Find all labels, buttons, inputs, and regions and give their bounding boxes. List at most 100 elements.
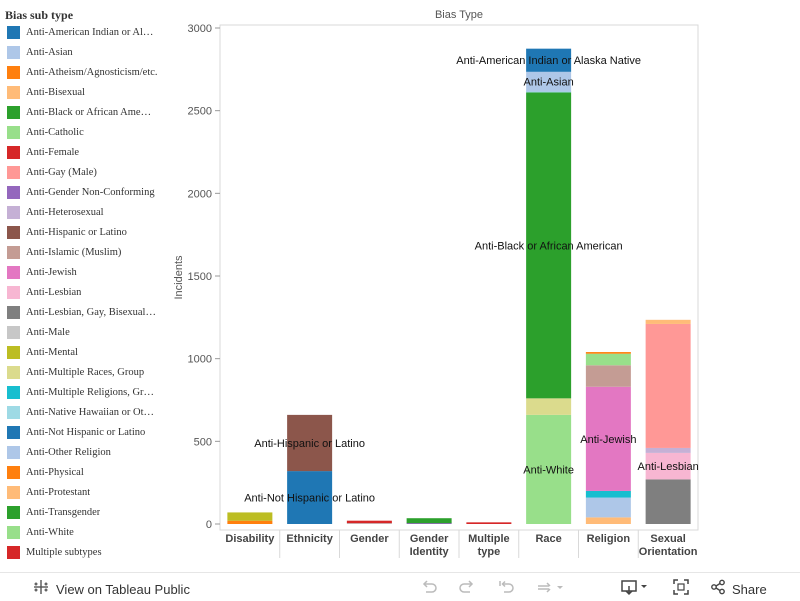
bar-segment (585, 365, 631, 387)
bar-segment (585, 386, 631, 491)
bar-segment (526, 90, 572, 93)
legend-item[interactable]: Anti-Lesbian, Gay, Bisexual… (0, 302, 165, 322)
legend-item[interactable]: Anti-Asian (0, 42, 165, 62)
legend-item[interactable]: Anti-Heterosexual (0, 202, 165, 222)
tableau-logo-icon (33, 579, 49, 599)
legend-swatch (7, 545, 20, 559)
y-tick-label: 0 (206, 519, 212, 531)
legend-swatch (7, 125, 20, 139)
legend-swatch (7, 85, 20, 99)
bar-segment (585, 490, 631, 498)
bar-segment (526, 414, 572, 524)
legend-item[interactable]: Anti-Multiple Races, Group (0, 362, 165, 382)
share-label: Share (732, 581, 767, 597)
share-button[interactable]: Share (710, 579, 767, 599)
bar-segment-label: Anti-Asian (524, 77, 574, 89)
legend-item[interactable]: Anti-Lesbian (0, 282, 165, 302)
bar-segment (526, 398, 572, 415)
legend-swatch (7, 265, 20, 279)
download-icon[interactable] (620, 578, 652, 601)
legend-item[interactable]: Anti-Female (0, 142, 165, 162)
legend-item[interactable]: Anti-Transgender (0, 502, 165, 522)
legend-item[interactable]: Anti-American Indian or Al… (0, 22, 165, 42)
bar-segment (585, 517, 631, 524)
legend-item[interactable]: Anti-Physical (0, 462, 165, 482)
stacked-bar-chart: Bias Type Incidents 0 500 1000 1500 2000 2500 30… (173, 9, 699, 558)
bar-segment (585, 352, 631, 354)
legend-item[interactable]: Anti-Catholic (0, 122, 165, 142)
undo-icon[interactable] (420, 578, 438, 601)
bar-segment-label: Anti-Not Hispanic or Latino (244, 493, 375, 505)
legend-item[interactable]: Anti-Protestant (0, 482, 165, 502)
legend-swatch (7, 365, 20, 379)
category-label: Orientation (639, 546, 698, 558)
legend-item[interactable]: Anti-Atheism/Agnosticism/etc. (0, 62, 165, 82)
y-tick-label: 500 (194, 436, 212, 448)
legend-swatch (7, 245, 20, 259)
bar-segment (645, 479, 691, 524)
legend: Bias sub type Anti-American Indian or Al… (0, 0, 170, 570)
legend-swatch (7, 145, 20, 159)
bar-segment-label: Anti-Lesbian (638, 461, 699, 473)
legend-item[interactable]: Anti-White (0, 522, 165, 542)
legend-swatch (7, 445, 20, 459)
bar-segment (645, 447, 691, 453)
legend-item[interactable]: Anti-Not Hispanic or Latino (0, 422, 165, 442)
share-icon (710, 579, 726, 599)
legend-swatch (7, 505, 20, 519)
legend-item[interactable]: Anti-Other Religion (0, 442, 165, 462)
bar-segment (227, 512, 273, 521)
bar-segment-label: Anti-Hispanic or Latino (254, 438, 365, 450)
category-label: Disability (225, 533, 275, 545)
legend-swatch (7, 225, 20, 239)
legend-item[interactable]: Anti-Male (0, 322, 165, 342)
legend-item[interactable]: Anti-Hispanic or Latino (0, 222, 165, 242)
bar-segment (227, 520, 273, 524)
bar-segment-label: Anti-American Indian or Alaska Native (456, 55, 641, 67)
legend-item[interactable]: Anti-Islamic (Muslim) (0, 242, 165, 262)
bar-segment-label: Anti-Black or African American (475, 240, 623, 252)
bar-segment-label: Anti-Jewish (580, 434, 636, 446)
legend-item[interactable]: Anti-Mental (0, 342, 165, 362)
category-label: Identity (410, 546, 450, 558)
category-label: Ethnicity (286, 533, 333, 545)
bar-segment (346, 520, 392, 524)
legend-swatch (7, 205, 20, 219)
legend-item[interactable]: Anti-Jewish (0, 262, 165, 282)
fullscreen-icon[interactable] (672, 578, 690, 601)
legend-item[interactable]: Anti-Bisexual (0, 82, 165, 102)
legend-swatch (7, 525, 20, 539)
legend-item[interactable]: Anti-Gay (Male) (0, 162, 165, 182)
y-tick-label: 3000 (188, 23, 212, 35)
legend-swatch (7, 45, 20, 59)
legend-item[interactable]: Anti-Black or African Ame… (0, 102, 165, 122)
category-label: type (478, 546, 501, 558)
bar-segment (645, 452, 691, 480)
legend-swatch (7, 385, 20, 399)
redo-icon[interactable] (458, 578, 476, 601)
category-label: Multiple (468, 533, 510, 545)
legend-swatch (7, 25, 20, 39)
category-label: Race (535, 533, 561, 545)
legend-item[interactable]: Anti-Native Hawaiian or Ot… (0, 402, 165, 422)
bar-segment (526, 71, 572, 92)
legend-item[interactable]: Anti-Gender Non-Conforming (0, 182, 165, 202)
category-label: Gender (410, 533, 449, 545)
bar-segment (585, 497, 631, 518)
legend-item[interactable]: Multiple subtypes (0, 542, 165, 562)
legend-swatch (7, 345, 20, 359)
legend-list: Anti-American Indian or Al… Anti-Asian Ant… (0, 22, 165, 562)
legend-swatch (7, 105, 20, 119)
legend-item[interactable]: Anti-Multiple Religions, Gr… (0, 382, 165, 402)
legend-swatch (7, 305, 20, 319)
bar-segment (645, 319, 691, 324)
view-on-tableau-button[interactable]: View on Tableau Public (33, 579, 190, 599)
legend-swatch (7, 465, 20, 479)
bar-segment (526, 48, 572, 72)
legend-swatch (7, 325, 20, 339)
legend-swatch (7, 405, 20, 419)
bar-segment (406, 518, 452, 524)
legend-swatch (7, 185, 20, 199)
revert-icon[interactable] (497, 578, 515, 601)
refresh-icon[interactable] (535, 578, 563, 601)
